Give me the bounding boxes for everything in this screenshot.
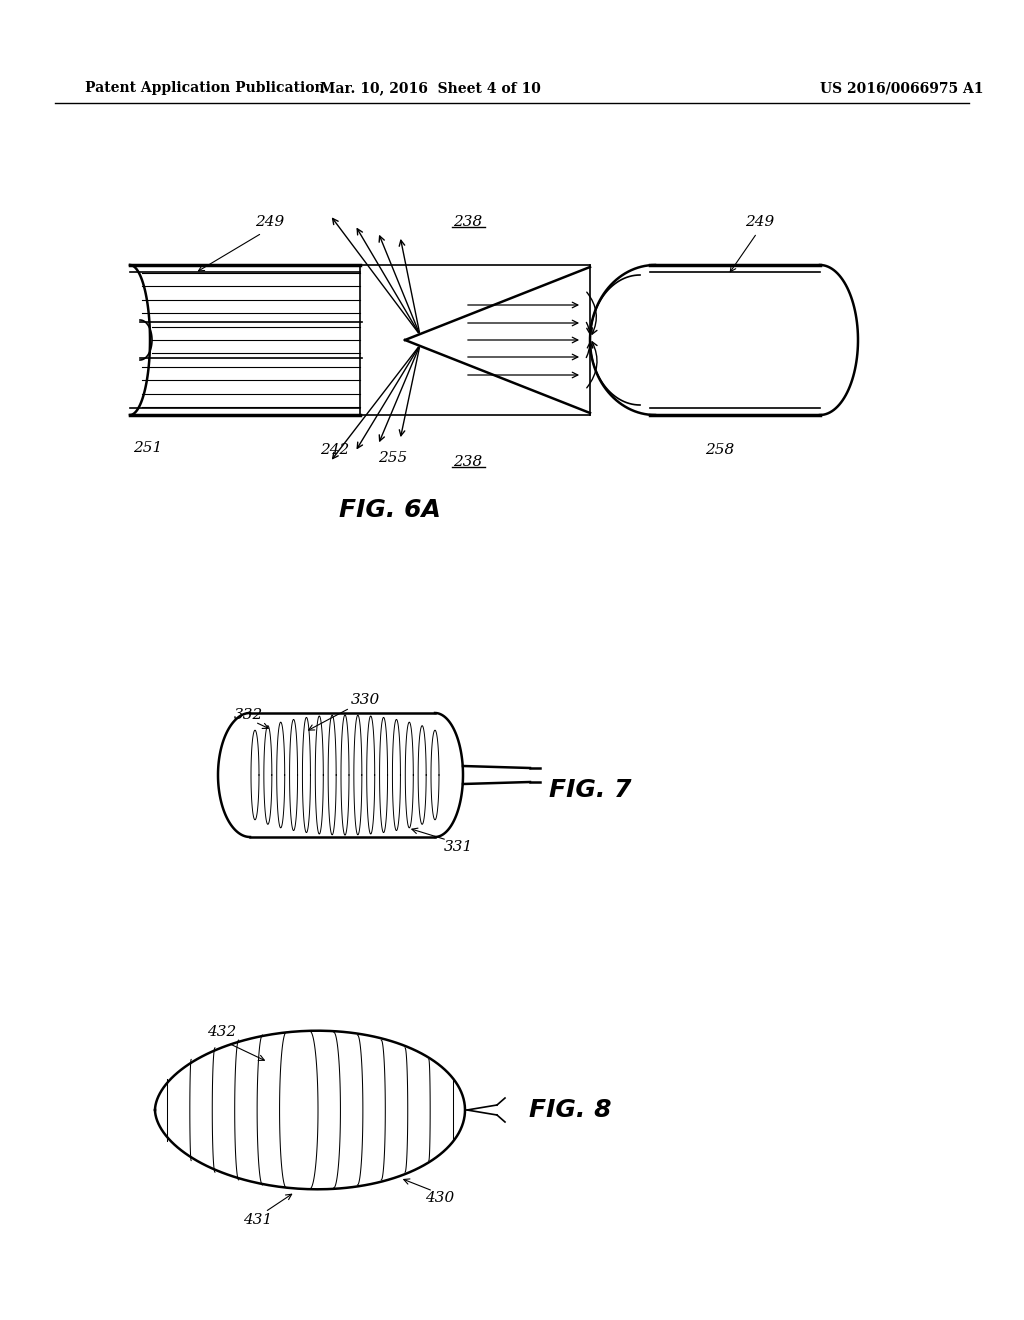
Text: US 2016/0066975 A1: US 2016/0066975 A1 xyxy=(820,81,983,95)
Text: 258: 258 xyxy=(706,444,734,457)
Text: 332: 332 xyxy=(233,708,262,722)
Text: 432: 432 xyxy=(208,1026,237,1039)
Text: 255: 255 xyxy=(379,451,408,465)
Text: 249: 249 xyxy=(255,215,285,228)
Text: 238: 238 xyxy=(454,215,482,228)
Text: Patent Application Publication: Patent Application Publication xyxy=(85,81,325,95)
Text: FIG. 8: FIG. 8 xyxy=(528,1098,611,1122)
Text: 330: 330 xyxy=(350,693,380,708)
Text: 331: 331 xyxy=(443,840,473,854)
Text: 249: 249 xyxy=(745,215,774,228)
Text: Mar. 10, 2016  Sheet 4 of 10: Mar. 10, 2016 Sheet 4 of 10 xyxy=(319,81,541,95)
Text: FIG. 6A: FIG. 6A xyxy=(339,498,441,521)
Text: 431: 431 xyxy=(244,1213,272,1228)
Text: 251: 251 xyxy=(133,441,163,455)
Text: 430: 430 xyxy=(425,1191,455,1205)
Text: 242: 242 xyxy=(321,444,349,457)
Text: FIG. 7: FIG. 7 xyxy=(549,777,631,803)
Text: 238: 238 xyxy=(454,455,482,469)
